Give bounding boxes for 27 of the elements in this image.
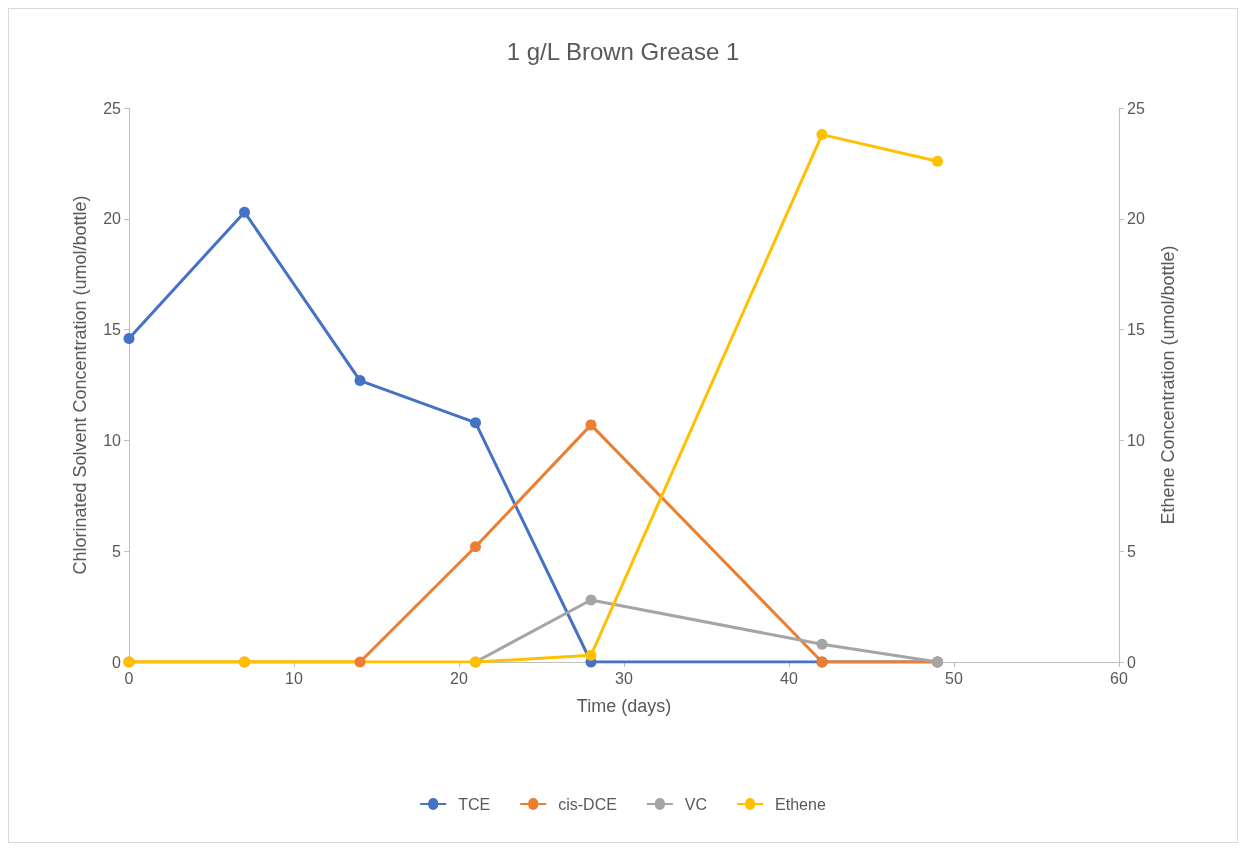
x-tick-label: 20 — [450, 669, 468, 687]
y-tick-label: 10 — [103, 431, 122, 449]
y2-tick-label: 10 — [1127, 431, 1145, 449]
y2-tick-label: 15 — [1127, 321, 1145, 339]
y-tick-label: 5 — [112, 542, 122, 560]
y2-tick-label: 25 — [1127, 99, 1145, 117]
y-tick-label: 15 — [103, 321, 122, 339]
legend-label: VC — [684, 795, 708, 813]
x-tick-label: 0 — [124, 669, 134, 687]
y-tick-label: 25 — [103, 99, 122, 117]
y-tick-label: 0 — [112, 653, 122, 671]
legend-label: cis-DCE — [558, 795, 617, 813]
y2-axis-title: Ethene Concentration (umol/bottle) — [1158, 245, 1178, 525]
legend-label: TCE — [458, 795, 491, 813]
x-axis-title: Time (days) — [576, 696, 672, 716]
y2-tick-label: 5 — [1127, 542, 1136, 560]
y-axis-title: Chlorinated Solvent Concentration (umol/bottle) — [70, 195, 90, 575]
y-tick-label: 20 — [103, 210, 122, 228]
y2-tick-label: 20 — [1127, 210, 1145, 228]
x-tick-label: 60 — [1110, 669, 1128, 687]
x-tick-label: 40 — [780, 669, 798, 687]
chart-title: 1 g/L Brown Grease 1 — [506, 37, 740, 65]
x-tick-label: 30 — [615, 669, 633, 687]
x-tick-label: 50 — [945, 669, 963, 687]
x-tick-label: 10 — [285, 669, 303, 687]
legend-label: Ethene — [775, 795, 826, 813]
y2-tick-label: 0 — [1127, 653, 1136, 671]
